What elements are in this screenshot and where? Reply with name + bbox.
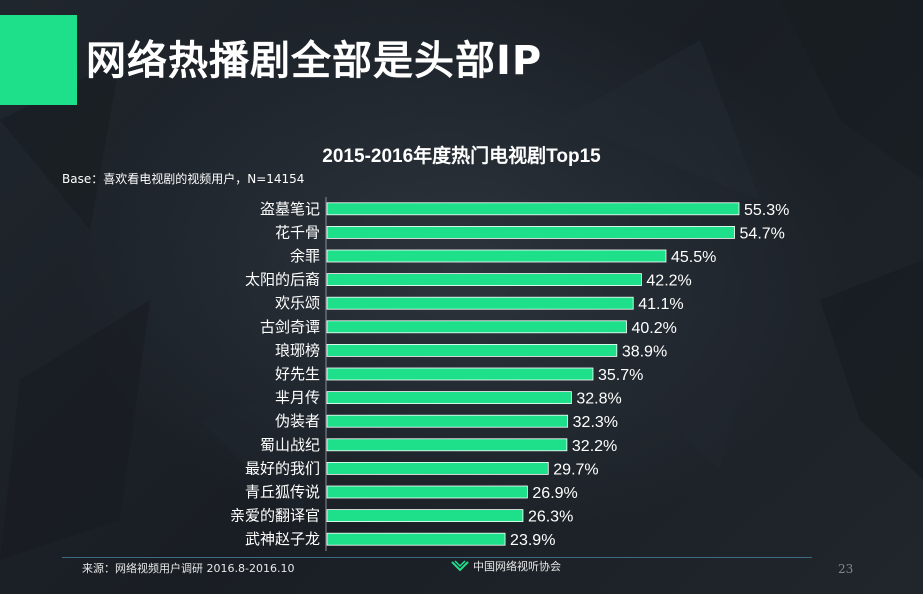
bar <box>326 202 740 216</box>
footer-org-label: 中国网络视听协会 <box>473 560 561 573</box>
bar <box>326 343 618 357</box>
category-label: 好先生 <box>275 365 320 383</box>
value-label: 45.5% <box>671 249 716 266</box>
bar <box>326 391 572 405</box>
category-label: 蜀山战纪 <box>260 436 320 454</box>
category-label: 花千骨 <box>275 223 320 241</box>
bar <box>326 461 549 475</box>
base-note: Base：喜欢看电视剧的视频用户，N=14154 <box>62 172 305 186</box>
value-label: 29.7% <box>553 461 598 478</box>
category-label: 青丘狐传说 <box>245 483 320 501</box>
category-label: 琅琊榜 <box>275 341 320 359</box>
category-label: 武神赵子龙 <box>245 530 320 548</box>
org-logo-icon <box>451 560 469 572</box>
value-label: 54.7% <box>740 225 785 242</box>
bar <box>326 273 642 287</box>
footer-source: 来源：网络视频用户调研 2016.8-2016.10 <box>82 562 295 575</box>
value-label: 32.2% <box>572 438 617 455</box>
value-label: 32.3% <box>573 414 618 431</box>
value-label: 26.3% <box>528 509 573 526</box>
bar <box>326 438 568 452</box>
value-label: 42.2% <box>646 273 691 290</box>
category-label: 余罪 <box>290 247 320 265</box>
category-label: 亲爱的翻译官 <box>230 507 320 525</box>
value-label: 38.9% <box>622 343 667 360</box>
bar <box>326 320 627 334</box>
category-label: 欢乐颂 <box>275 294 320 312</box>
chart-title: 2015-2016年度热门电视剧Top15 <box>322 146 601 167</box>
bar <box>326 225 735 239</box>
category-label: 伪装者 <box>275 412 320 430</box>
footer-org: 中国网络视听协会 <box>450 558 561 574</box>
bar <box>326 414 569 428</box>
bar <box>326 296 634 310</box>
value-label: 26.9% <box>532 485 577 502</box>
bar <box>326 509 524 523</box>
bar <box>326 249 667 263</box>
category-label: 古剑奇谭 <box>260 318 320 336</box>
value-label: 32.8% <box>576 391 621 408</box>
bar <box>326 367 594 381</box>
bar <box>326 532 506 546</box>
category-label: 最好的我们 <box>245 459 320 477</box>
value-label: 23.9% <box>510 532 555 549</box>
value-label: 55.3% <box>744 202 789 219</box>
category-label: 盗墓笔记 <box>260 200 320 218</box>
category-label: 芈月传 <box>275 389 320 407</box>
category-label: 太阳的后裔 <box>245 271 320 289</box>
value-label: 35.7% <box>598 367 643 384</box>
title-accent-block <box>0 15 77 105</box>
value-label: 40.2% <box>632 320 677 337</box>
bar <box>326 485 528 499</box>
footer-divider <box>62 557 812 558</box>
value-label: 41.1% <box>638 296 683 313</box>
page-number: 23 <box>838 562 854 576</box>
page-title: 网络热播剧全部是头部IP <box>86 38 543 84</box>
